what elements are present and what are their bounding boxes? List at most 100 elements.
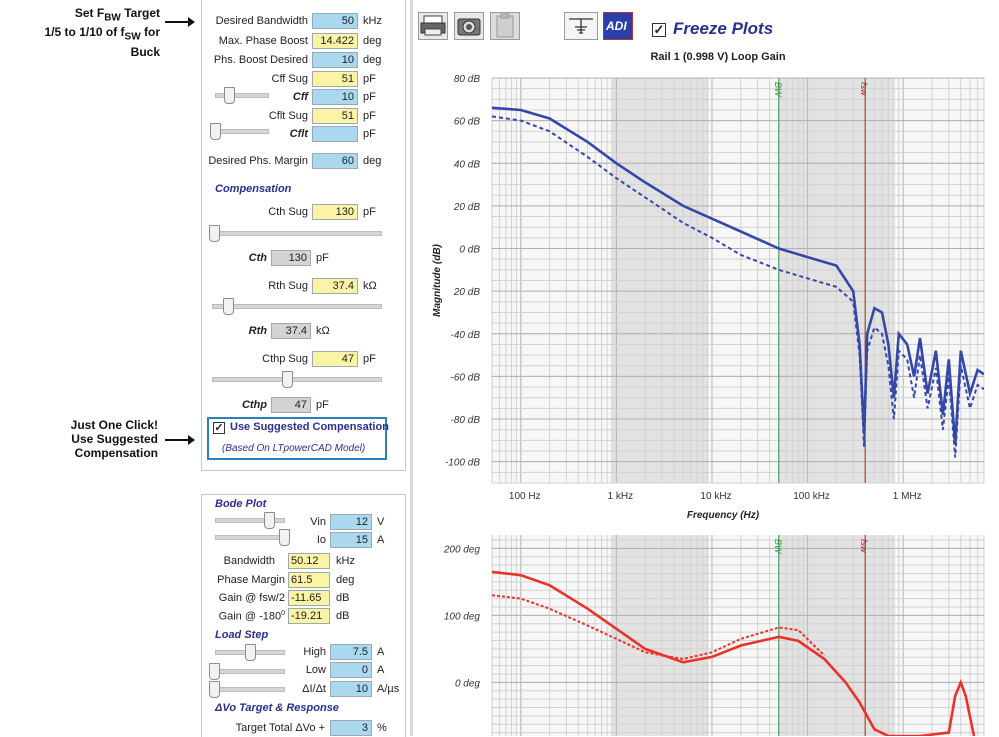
low-unit: A xyxy=(377,664,385,676)
bode-charts: 80 dB 60 dB 40 dB 20 dB 0 dB 20 dB -40 dB -60 d… xyxy=(432,51,985,736)
y-tick-label: 80 dB xyxy=(454,74,480,85)
desired-phs-margin-field[interactable]: 60 xyxy=(312,153,358,169)
series-line-dashed xyxy=(492,115,984,458)
cflt-sug-unit: pF xyxy=(363,110,376,122)
x-tick-label: 1 kHz xyxy=(608,491,634,502)
bw-marker-label: BW xyxy=(773,82,783,98)
rth-sug-unit: kΩ xyxy=(363,280,377,292)
didt-field[interactable]: 10 xyxy=(330,681,372,697)
freeze-plots-checkbox[interactable]: ✓ xyxy=(652,22,666,37)
cthp-sug-unit: pF xyxy=(363,353,376,365)
rth-unit: kΩ xyxy=(316,325,330,337)
rth-slider-thumb[interactable] xyxy=(223,298,234,315)
fsw-marker-label: fsw xyxy=(859,539,869,553)
use-suggested-box xyxy=(207,417,387,460)
cthp-sug-field: 47 xyxy=(312,351,358,367)
low-label: Low xyxy=(305,664,326,676)
y-tick-label: 0 dB xyxy=(459,245,480,256)
y-tick-label: -60 dB xyxy=(451,372,481,383)
cff-unit: pF xyxy=(363,91,376,103)
one-click-arrow xyxy=(165,435,195,445)
x-tick-label: 100 kHz xyxy=(793,491,830,502)
adi-logo-text: ADI xyxy=(606,19,627,33)
io-slider-track[interactable] xyxy=(215,535,285,540)
cflt-sug-label: Cflt Sug xyxy=(268,110,308,122)
desired-bandwidth-label: Desired Bandwidth xyxy=(215,15,308,27)
one-click-line3: Compensation xyxy=(74,446,158,460)
cff-slider-track[interactable] xyxy=(215,93,269,98)
high-slider-thumb[interactable] xyxy=(245,644,256,661)
target-total-label: Target Total ΔVo + xyxy=(235,722,325,734)
compensation-title: Compensation xyxy=(215,183,292,195)
phase-margin-unit: deg xyxy=(336,574,355,586)
bandwidth-field: 50.12 xyxy=(288,553,330,569)
x-axis-label: Frequency (Hz) xyxy=(687,510,760,521)
gain-180-unit: dB xyxy=(336,610,350,622)
y-axis-label: Magnitude (dB) xyxy=(432,243,443,316)
high-field[interactable]: 7.5 xyxy=(330,644,372,660)
low-slider-thumb[interactable] xyxy=(209,663,220,680)
rth-slider-track[interactable] xyxy=(212,304,382,309)
desired-bandwidth-unit: kHz xyxy=(363,15,382,27)
y-tick-label: -80 dB xyxy=(451,415,481,426)
cff-sug-unit: pF xyxy=(363,73,376,85)
cthp-unit: pF xyxy=(316,399,329,411)
use-suggested-label[interactable]: Use Suggested Compensation xyxy=(230,421,389,433)
vin-field[interactable]: 12 xyxy=(330,514,372,530)
io-field[interactable]: 15 xyxy=(330,532,372,548)
vin-slider-track[interactable] xyxy=(215,518,285,523)
phase-chart: 200 deg 100 deg 0 deg BW fsw xyxy=(443,535,985,736)
gain-fsw2-unit: dB xyxy=(336,592,350,604)
cflt-sug-field: 51 xyxy=(312,108,358,124)
target-total-field[interactable]: 3 xyxy=(330,720,372,736)
bw-marker-label: BW xyxy=(773,539,783,555)
clipboard-icon[interactable] xyxy=(490,12,520,40)
rth-field: 37.4 xyxy=(271,323,311,339)
load-step-title: Load Step xyxy=(215,629,269,641)
one-click-annotation: Just One Click! Use Suggested Compensati… xyxy=(40,418,158,460)
y-tick-label: 20 dB xyxy=(453,287,480,298)
cthp-sug-label: Cthp Sug xyxy=(262,353,308,365)
io-label: Io xyxy=(316,534,326,546)
low-field[interactable]: 0 xyxy=(330,662,372,678)
gain-180-field: -19.21 xyxy=(288,608,330,624)
cth-sug-label: Cth Sug xyxy=(268,206,308,218)
cthp-slider-track[interactable] xyxy=(212,377,382,382)
vin-unit: V xyxy=(377,516,385,528)
target-total-unit: % xyxy=(377,722,387,734)
panel-divider xyxy=(410,0,413,736)
camera-icon[interactable] xyxy=(454,12,484,40)
y-tick-label: 60 dB xyxy=(454,117,480,128)
low-slider-track[interactable] xyxy=(212,669,285,674)
didt-slider-track[interactable] xyxy=(212,687,285,692)
io-slider-thumb[interactable] xyxy=(279,529,290,546)
cflt-label: Cflt xyxy=(289,128,308,140)
printer-icon[interactable] xyxy=(418,12,448,40)
desired-bandwidth-field[interactable]: 50 xyxy=(312,13,358,29)
cflt-field[interactable] xyxy=(312,126,358,142)
bw-target-line2: 1/5 to 1/10 of fSW for Buck xyxy=(44,25,160,59)
use-suggested-checkbox[interactable]: ✓ xyxy=(213,422,225,434)
high-label: High xyxy=(303,646,326,658)
plot-background xyxy=(492,535,984,736)
adi-logo[interactable]: ADI xyxy=(603,12,633,40)
freeze-plots-label[interactable]: Freeze Plots xyxy=(673,19,774,38)
cflt-slider-thumb[interactable] xyxy=(210,123,221,140)
bode-plot-title: Bode Plot xyxy=(215,498,267,510)
cth-slider-thumb[interactable] xyxy=(209,225,220,242)
x-tick-label: 10 kHz xyxy=(700,491,731,502)
didt-label: ΔI/Δt xyxy=(302,683,326,695)
cff-slider-thumb[interactable] xyxy=(224,87,235,104)
cth-slider-track[interactable] xyxy=(212,231,382,236)
didt-slider-thumb[interactable] xyxy=(209,681,220,698)
phs-boost-desired-field[interactable]: 10 xyxy=(312,52,358,68)
io-unit: A xyxy=(377,534,385,546)
cff-field[interactable]: 10 xyxy=(312,89,358,105)
cthp-slider-thumb[interactable] xyxy=(282,371,293,388)
cth-field: 130 xyxy=(271,250,311,266)
cff-sug-label: Cff Sug xyxy=(271,73,309,85)
y-tick-label: 0 deg xyxy=(455,678,480,689)
vin-slider-thumb[interactable] xyxy=(264,512,275,529)
cff-label: Cff xyxy=(292,91,308,103)
schematic-icon[interactable] xyxy=(564,12,598,40)
